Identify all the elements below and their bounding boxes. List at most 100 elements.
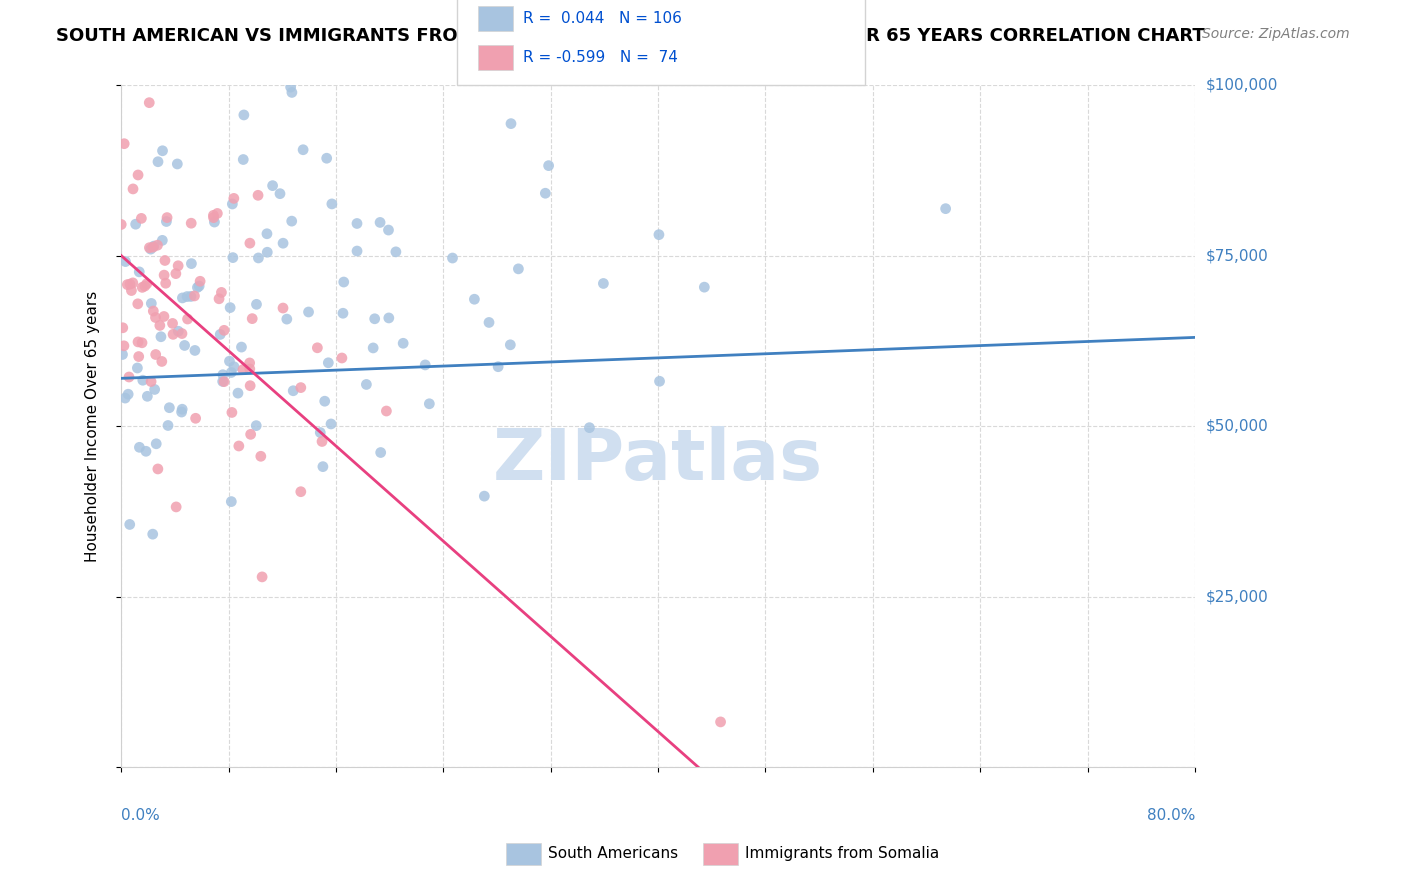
Point	[155, 277, 177, 291]
Point	[127, 334, 149, 349]
Point	[361, 341, 384, 355]
Point	[247, 188, 270, 202]
Point	[208, 292, 231, 306]
Point	[180, 289, 202, 303]
Point	[150, 233, 173, 247]
Point	[112, 339, 135, 353]
Point	[155, 214, 177, 228]
Point	[117, 387, 139, 401]
Point	[146, 238, 169, 252]
Text: ZIPatlas: ZIPatlas	[494, 425, 823, 495]
Point	[247, 251, 270, 265]
Text: $100,000: $100,000	[1206, 78, 1278, 93]
Point	[222, 359, 245, 374]
Point	[332, 275, 354, 289]
Point	[176, 289, 198, 303]
Point	[135, 277, 157, 291]
Point	[499, 117, 522, 131]
Point	[239, 378, 262, 392]
Point	[142, 239, 165, 253]
Point	[330, 351, 353, 365]
Point	[167, 324, 190, 338]
Point	[281, 86, 304, 100]
Point	[648, 374, 671, 388]
Point	[346, 217, 368, 231]
Point	[413, 358, 436, 372]
Point	[212, 323, 235, 337]
Point	[153, 253, 176, 268]
Point	[184, 411, 207, 425]
Text: $75,000: $75,000	[1206, 248, 1268, 263]
Point	[172, 291, 194, 305]
Point	[231, 340, 253, 354]
Point	[499, 338, 522, 352]
Point	[319, 417, 342, 431]
Point	[219, 366, 242, 380]
Point	[211, 375, 233, 389]
Text: R =  0.044   N = 106: R = 0.044 N = 106	[523, 12, 682, 26]
Point	[162, 327, 184, 342]
Y-axis label: Householder Income Over 65 years: Householder Income Over 65 years	[86, 291, 100, 562]
Point	[152, 144, 174, 158]
Text: $25,000: $25,000	[1206, 590, 1268, 604]
Point	[149, 318, 172, 333]
Point	[209, 285, 232, 300]
Point	[221, 197, 243, 211]
Point	[173, 338, 195, 352]
Point	[239, 362, 262, 376]
Point	[385, 244, 408, 259]
Point	[271, 236, 294, 251]
Point	[378, 310, 401, 325]
Point	[463, 292, 485, 306]
Point	[209, 327, 232, 342]
Point	[202, 208, 225, 222]
Point	[239, 236, 262, 251]
Point	[150, 354, 173, 368]
Point	[262, 178, 284, 193]
Point	[232, 108, 254, 122]
Point	[118, 277, 141, 292]
Point	[165, 500, 187, 514]
Text: Source: ZipAtlas.com: Source: ZipAtlas.com	[1202, 27, 1350, 41]
Point	[634, 12, 657, 27]
Point	[221, 405, 243, 419]
Point	[226, 386, 249, 401]
Point	[127, 168, 149, 182]
Point	[232, 362, 254, 376]
Point	[122, 182, 145, 196]
Point	[578, 420, 600, 434]
Point	[118, 517, 141, 532]
Point	[139, 242, 162, 256]
Point	[135, 444, 157, 458]
Point	[935, 202, 957, 216]
Point	[110, 218, 132, 232]
Point	[128, 350, 150, 364]
Point	[441, 251, 464, 265]
Text: Immigrants from Somalia: Immigrants from Somalia	[745, 847, 939, 861]
Point	[309, 425, 332, 440]
Point	[143, 383, 166, 397]
Point	[693, 280, 716, 294]
Point	[245, 418, 267, 433]
Point	[290, 381, 312, 395]
Point	[172, 402, 194, 417]
Point	[128, 440, 150, 454]
Point	[111, 320, 134, 334]
Point	[256, 245, 278, 260]
Point	[165, 267, 187, 281]
Point	[145, 310, 167, 325]
Point	[132, 373, 155, 387]
Point	[377, 223, 399, 237]
Point	[145, 437, 167, 451]
Point	[124, 217, 146, 231]
Point	[138, 241, 160, 255]
Point	[221, 494, 243, 508]
Point	[250, 450, 273, 464]
Point	[592, 277, 614, 291]
Point	[141, 296, 163, 310]
Point	[142, 240, 165, 254]
Point	[180, 257, 202, 271]
Point	[112, 136, 135, 151]
Point	[127, 361, 149, 376]
Point	[370, 445, 392, 459]
